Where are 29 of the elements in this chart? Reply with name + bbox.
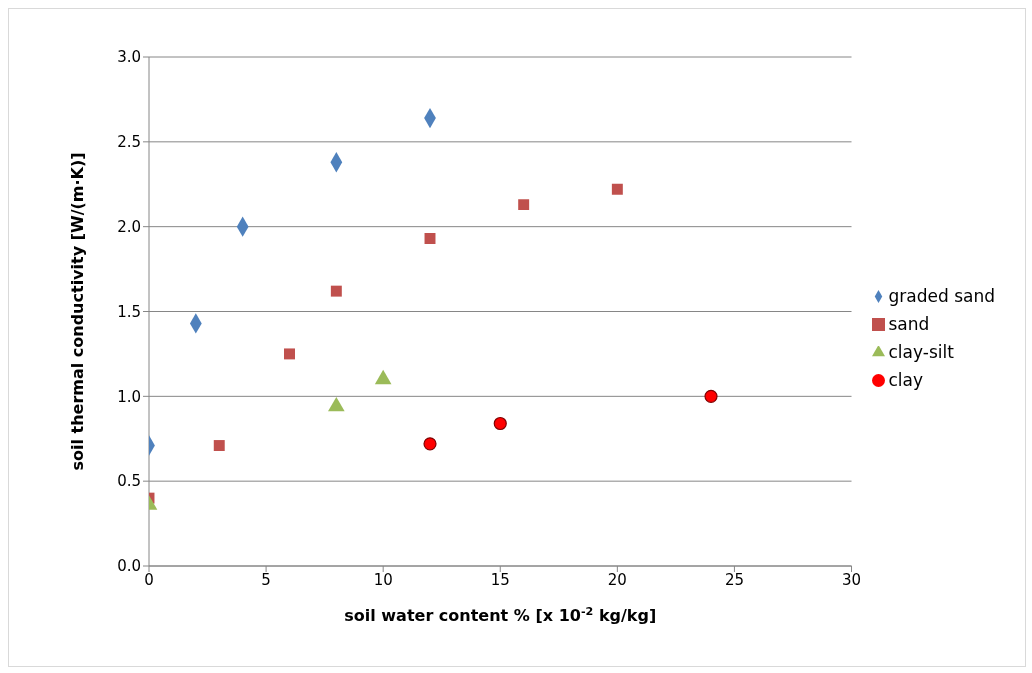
legend-label: graded sand (888, 285, 995, 306)
point (424, 233, 436, 245)
x-tick-label: 10 (373, 570, 393, 589)
point (704, 389, 718, 403)
y-axis-title: soil thermal conductivity [W/(m·K)] (68, 152, 87, 471)
y-tick-label: 2.0 (117, 217, 141, 236)
y-tick-label: 0.0 (117, 557, 141, 576)
y-tick-label: 1.5 (117, 302, 141, 321)
y-tick-label: 3.0 (117, 48, 141, 67)
point (611, 183, 623, 195)
y-tick-label: 2.5 (117, 133, 141, 152)
x-tick-label: 15 (490, 570, 510, 589)
x-tick-label: 20 (607, 570, 627, 589)
point (284, 348, 295, 360)
legend-label: sand (888, 313, 930, 334)
y-tick-label: 1.0 (117, 387, 141, 406)
point (330, 285, 342, 297)
y-tick-label: 0.5 (117, 472, 141, 491)
x-tick-label: 0 (144, 570, 154, 589)
x-tick-label: 5 (261, 570, 271, 589)
point (518, 199, 530, 211)
x-tick-label: 30 (841, 570, 862, 589)
legend-label: clay (888, 369, 924, 390)
x-tick-label: 25 (724, 570, 744, 589)
x-axis-title: soil water content % [x 10$^{-2}$ kg/kg] (344, 604, 657, 625)
point (213, 440, 225, 452)
point (423, 437, 437, 451)
legend-label: clay-silt (888, 341, 954, 362)
point (493, 416, 507, 431)
